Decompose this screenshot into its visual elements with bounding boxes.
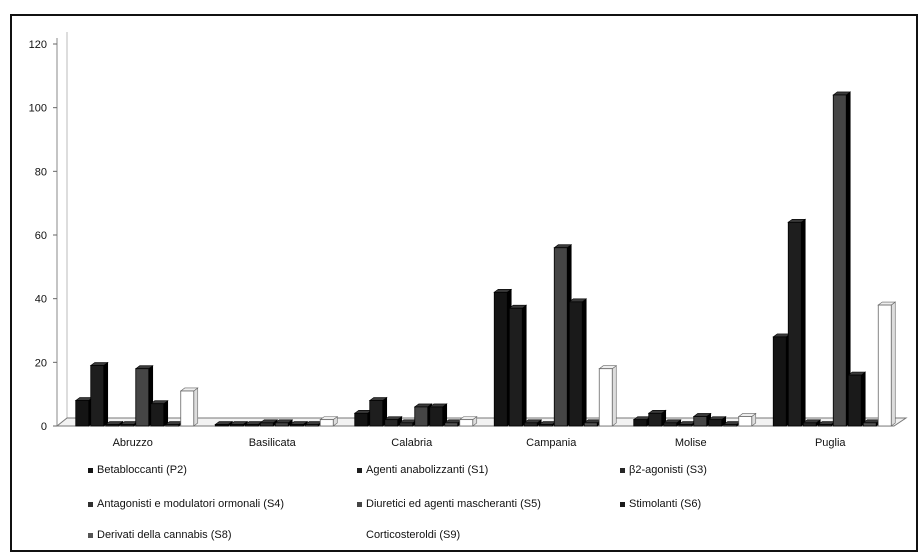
- bar: [428, 403, 448, 427]
- y-tick-label: 40: [35, 294, 47, 306]
- bar: [104, 420, 124, 427]
- legend-label: Stimolanti (S6): [629, 498, 702, 510]
- bar: [289, 420, 309, 427]
- bar: [179, 387, 199, 427]
- bar: [458, 416, 478, 427]
- legend-item: Corticosteroldi (S9): [357, 529, 460, 541]
- bar: [413, 403, 433, 427]
- bar: [598, 365, 618, 427]
- bar: [568, 298, 588, 427]
- bar: [737, 412, 757, 427]
- x-tick-label: Basilicata: [249, 437, 297, 449]
- legend-item: Antagonisti e modulatori ormonali (S4): [88, 498, 284, 510]
- y-tick-label: 20: [35, 357, 47, 369]
- legend-label: Diuretici ed agenti mascheranti (S5): [366, 498, 541, 510]
- legend-item: Betabloccanti (P2): [88, 464, 187, 476]
- legend-item: Agenti anabolizzanti (S1): [357, 464, 488, 476]
- legend-label: Antagonisti e modulatori ormonali (S4): [97, 498, 285, 510]
- bar: [443, 419, 463, 427]
- legend-item: Diuretici ed agenti mascheranti (S5): [357, 498, 541, 510]
- bar: [74, 396, 94, 427]
- bar: [214, 420, 234, 427]
- legend-swatch: [88, 532, 93, 538]
- bar: [89, 361, 109, 427]
- bar: [772, 333, 792, 427]
- bar: [319, 416, 339, 427]
- bar: [383, 416, 403, 427]
- x-tick-label: Molise: [675, 437, 707, 449]
- chart-frame: 0 20 40 60 80 100 120 Abruzzo Basilicata Calabria…: [10, 14, 918, 552]
- bar: [149, 400, 169, 427]
- bar: [877, 301, 897, 427]
- bar: [847, 371, 867, 427]
- bar: [134, 365, 154, 427]
- bar: [553, 244, 573, 427]
- y-tick-label: 80: [35, 166, 47, 178]
- bar: [353, 409, 373, 427]
- legend-label: Corticosteroldi (S9): [366, 529, 461, 541]
- legend-swatch: [620, 467, 625, 473]
- legend-label: Betabloccanti (P2): [97, 464, 187, 476]
- bar: [632, 416, 652, 427]
- bar: [802, 419, 822, 427]
- x-tick-label: Puglia: [815, 437, 846, 449]
- legend-swatch: [88, 467, 93, 473]
- x-tick-label: Campania: [526, 437, 577, 449]
- bar: [368, 396, 388, 427]
- y-tick-label: 0: [41, 421, 47, 433]
- y-tick-label: 100: [29, 103, 47, 115]
- legend-label: β2-agonisti (S3): [629, 464, 707, 476]
- bar: [787, 218, 807, 427]
- bar: [862, 419, 882, 427]
- x-tick-label: Calabria: [391, 437, 433, 449]
- x-tick-label: Abruzzo: [113, 437, 153, 449]
- bar: [832, 91, 852, 427]
- bar: [493, 288, 513, 427]
- legend-swatch: [357, 501, 362, 507]
- legend-item: Stimolanti (S6): [620, 498, 701, 510]
- bar: [274, 419, 294, 427]
- legend-swatch: [620, 501, 625, 507]
- legend-label: Derivati della cannabis (S8): [97, 529, 232, 541]
- bar: [508, 304, 528, 427]
- bar: [647, 409, 667, 427]
- legend-label: Agenti anabolizzanti (S1): [366, 464, 489, 476]
- bar: [523, 419, 543, 427]
- bar-chart: 0 20 40 60 80 100 120 Abruzzo Basilicata Calabria…: [29, 32, 908, 449]
- legend-item: Derivati della cannabis (S8): [88, 529, 232, 541]
- legend-swatch: [357, 467, 362, 473]
- legend-swatch: [88, 501, 93, 507]
- bar: [583, 419, 603, 427]
- y-tick-label: 60: [35, 230, 47, 242]
- bar: [662, 419, 682, 427]
- y-tick-label: 120: [29, 39, 47, 51]
- bar: [398, 419, 418, 427]
- legend-item: β2-agonisti (S3): [620, 464, 707, 476]
